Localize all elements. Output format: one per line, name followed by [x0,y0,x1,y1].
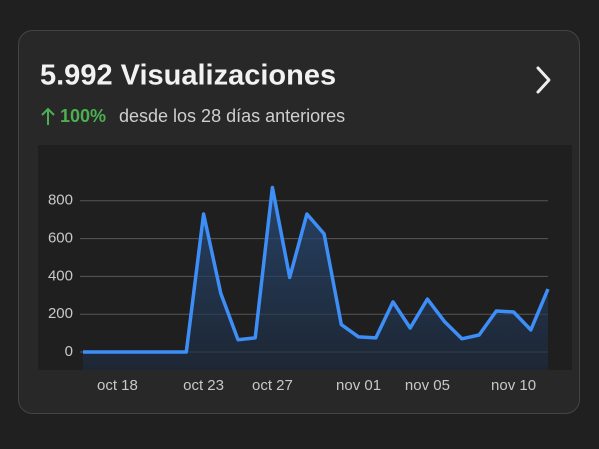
up-arrow [41,107,55,125]
x-tick-label: nov 01 [336,377,381,394]
x-tick-label: oct 18 [97,377,138,394]
x-tick-label: oct 27 [252,377,293,394]
chevron[interactable] [536,66,551,94]
y-tick-label: 600 [48,230,73,247]
area [83,187,548,370]
x-tick-label: oct 23 [183,377,224,394]
y-tick-label: 800 [48,192,73,209]
x-tick-label: nov 05 [405,377,450,394]
x-tick-label: nov 10 [491,377,536,394]
subtitle: desde los 28 días anteriores [119,106,345,126]
change: 100% [60,106,106,126]
y-tick-label: 400 [48,267,73,284]
title: 5.992 Visualizaciones [40,60,336,92]
line [83,185,550,354]
y-tick-label: 0 [65,343,73,360]
y-tick-label: 200 [48,305,73,322]
